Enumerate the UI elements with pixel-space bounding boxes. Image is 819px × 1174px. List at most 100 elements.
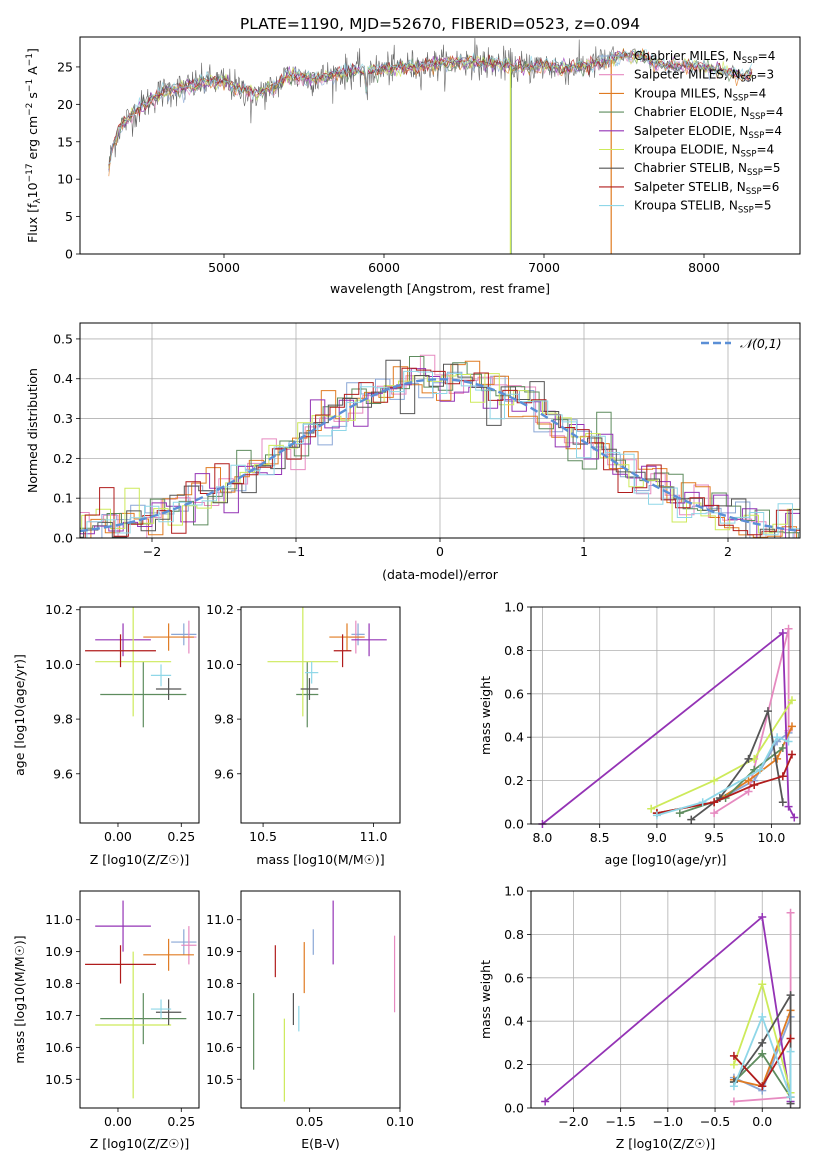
x-axis-label: wavelength [Angstrom, rest frame] bbox=[330, 281, 550, 296]
x-axis-label: Z [log10(Z/Z☉)] bbox=[616, 1136, 716, 1151]
y-tick-label: 10.9 bbox=[206, 944, 234, 959]
x-tick-label: −2.0 bbox=[558, 1114, 588, 1129]
errorbars bbox=[268, 607, 387, 727]
y-tick-label: 0.2 bbox=[504, 773, 524, 788]
x-tick-label: 7000 bbox=[528, 260, 560, 275]
y-tick-label: 0.6 bbox=[504, 970, 524, 985]
x-tick-label: 0.10 bbox=[386, 1114, 414, 1129]
x-tick-label: −1.5 bbox=[605, 1114, 635, 1129]
y-tick-label: 0.4 bbox=[504, 1014, 524, 1029]
axes-frame bbox=[80, 891, 199, 1108]
weight-lines bbox=[538, 625, 798, 828]
x-tick-label: 0.25 bbox=[167, 829, 195, 844]
weight-marker bbox=[779, 798, 787, 806]
errorbars bbox=[254, 901, 395, 1102]
x-tick-label: 0.00 bbox=[104, 829, 132, 844]
weight-marker bbox=[758, 1013, 766, 1021]
legend-label: Kroupa MILES, NSSP=4 bbox=[634, 86, 766, 103]
legend-label: Salpeter MILES, NSSP=3 bbox=[634, 68, 774, 85]
y-axis-label: mass weight bbox=[478, 676, 493, 755]
weight-marker bbox=[758, 980, 766, 988]
y-axis-label: mass weight bbox=[478, 960, 493, 1039]
legend-label: Kroupa STELIB, NSSP=5 bbox=[634, 199, 772, 216]
y-tick-label: 1.0 bbox=[504, 600, 524, 615]
x-tick-label: 0.00 bbox=[104, 1114, 132, 1129]
figure-title: PLATE=1190, MJD=52670, FIBERID=0523, z=0… bbox=[240, 15, 640, 33]
y-tick-label: 9.8 bbox=[214, 712, 234, 727]
y-tick-label: 10.8 bbox=[45, 976, 73, 991]
y-tick-label: 5 bbox=[65, 209, 73, 224]
y-tick-label: 10 bbox=[57, 172, 73, 187]
x-tick-label: 10.5 bbox=[249, 829, 277, 844]
y-tick-label: 10.6 bbox=[45, 1040, 73, 1055]
y-tick-label: 15 bbox=[57, 134, 73, 149]
x-axis-label: (data-model)/error bbox=[382, 567, 499, 582]
legend-label: Kroupa ELODIE, NSSP=4 bbox=[634, 143, 774, 160]
errorbars bbox=[85, 901, 196, 1099]
y-tick-label: 0.1 bbox=[53, 491, 73, 506]
weight-marker bbox=[730, 1097, 738, 1105]
x-tick-label: 0.0 bbox=[752, 1114, 772, 1129]
y-tick-label: 0 bbox=[65, 247, 73, 262]
y-tick-label: 10.7 bbox=[206, 1008, 234, 1023]
weight-marker bbox=[730, 1082, 738, 1090]
weight-marker bbox=[730, 1061, 738, 1069]
x-tick-label: 6000 bbox=[368, 260, 400, 275]
x-axis-label: Z [log10(Z/Z☉)] bbox=[90, 1136, 190, 1151]
y-tick-label: 10.2 bbox=[206, 602, 234, 617]
x-tick-label: 2 bbox=[724, 544, 732, 559]
legend-label: Salpeter ELODIE, NSSP=4 bbox=[634, 124, 782, 141]
x-axis-label: age [log10(age/yr)] bbox=[605, 852, 727, 867]
y-tick-label: 10.5 bbox=[206, 1072, 234, 1087]
legend-label: Chabrier STELIB, NSSP=5 bbox=[634, 161, 781, 178]
weight-line-0 bbox=[657, 733, 789, 813]
y-tick-label: 0.3 bbox=[53, 411, 73, 426]
x-tick-label: 10.0 bbox=[757, 830, 785, 845]
y-tick-label: 25 bbox=[57, 59, 73, 74]
x-tick-label: 0.05 bbox=[296, 1114, 324, 1129]
histogram-8 bbox=[73, 371, 819, 538]
y-tick-label: 0.4 bbox=[504, 730, 524, 745]
weight-marker bbox=[647, 805, 655, 813]
y-axis-label: age [log10(age/yr)] bbox=[12, 654, 27, 776]
y-tick-label: 9.6 bbox=[53, 766, 73, 781]
errorbars bbox=[85, 607, 196, 727]
weight-marker bbox=[787, 1035, 795, 1043]
x-tick-label: 1 bbox=[580, 544, 588, 559]
y-tick-label: 0.0 bbox=[504, 1101, 524, 1116]
y-tick-label: 20 bbox=[57, 97, 73, 112]
y-tick-label: 0.4 bbox=[53, 371, 73, 386]
histograms bbox=[59, 355, 819, 538]
y-axis-label: Normed distribution bbox=[25, 368, 40, 493]
x-tick-label: 0.25 bbox=[167, 1114, 195, 1129]
y-tick-label: 0.8 bbox=[504, 927, 524, 942]
histogram-5 bbox=[67, 374, 816, 533]
x-tick-label: 8.0 bbox=[533, 830, 553, 845]
y-tick-label: 9.8 bbox=[53, 712, 73, 727]
axes-frame bbox=[531, 607, 800, 824]
y-tick-label: 10.5 bbox=[45, 1072, 73, 1087]
x-tick-label: −1.0 bbox=[653, 1114, 683, 1129]
legend-label: 𝒩(0,1) bbox=[740, 336, 782, 351]
y-tick-label: 11.0 bbox=[45, 912, 73, 927]
x-tick-label: 9.5 bbox=[704, 830, 724, 845]
legend-label: Salpeter STELIB, NSSP=6 bbox=[634, 180, 779, 197]
y-tick-label: 10.2 bbox=[45, 602, 73, 617]
y-tick-label: 10.0 bbox=[206, 657, 234, 672]
y-tick-label: 0.0 bbox=[53, 531, 73, 546]
weight-marker bbox=[764, 707, 772, 715]
x-tick-label: −2 bbox=[143, 544, 161, 559]
weight-marker bbox=[787, 909, 795, 917]
y-tick-label: 11.0 bbox=[206, 912, 234, 927]
x-axis-label: Z [log10(Z/Z☉)] bbox=[90, 852, 190, 867]
y-tick-label: 0.2 bbox=[53, 451, 73, 466]
y-tick-label: 1.0 bbox=[504, 884, 524, 899]
weight-marker bbox=[787, 1048, 795, 1056]
